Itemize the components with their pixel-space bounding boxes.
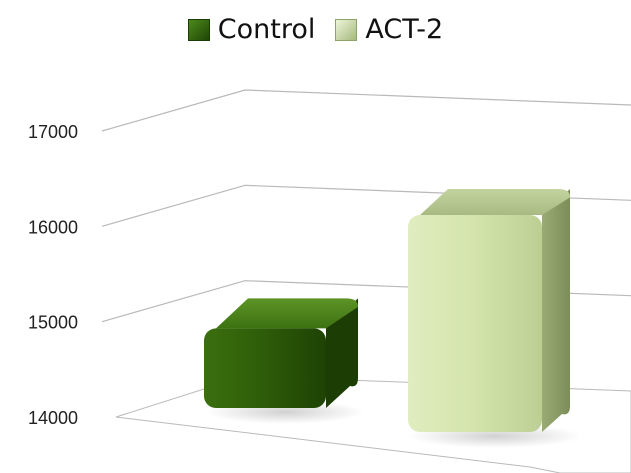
y-tick-label: 15000: [28, 313, 78, 333]
y-tick-label: 16000: [28, 217, 78, 237]
y-tick-label: 14000: [28, 408, 78, 428]
bar-control-top: [216, 298, 358, 329]
legend-swatch-act2: [335, 18, 358, 41]
gridline: [101, 89, 631, 132]
bar-act-2-front: [408, 214, 542, 432]
y-axis-ticks: 14000 15000 16000 17000: [28, 122, 78, 428]
legend-item-act2: ACT-2: [335, 14, 443, 45]
legend-label-control: Control: [217, 14, 316, 45]
legend-item-control: Control: [187, 14, 316, 45]
legend-swatch-control: [187, 18, 210, 41]
bar-control-front: [204, 328, 326, 408]
bars: [204, 188, 583, 448]
bar-act-2-side: [542, 188, 570, 432]
bar-act-2-top: [420, 188, 570, 215]
chart-legend: Control ACT-2: [0, 14, 631, 45]
y-tick-label: 17000: [28, 122, 78, 142]
legend-label-act2: ACT-2: [365, 14, 444, 45]
bar-control-side: [326, 298, 358, 408]
